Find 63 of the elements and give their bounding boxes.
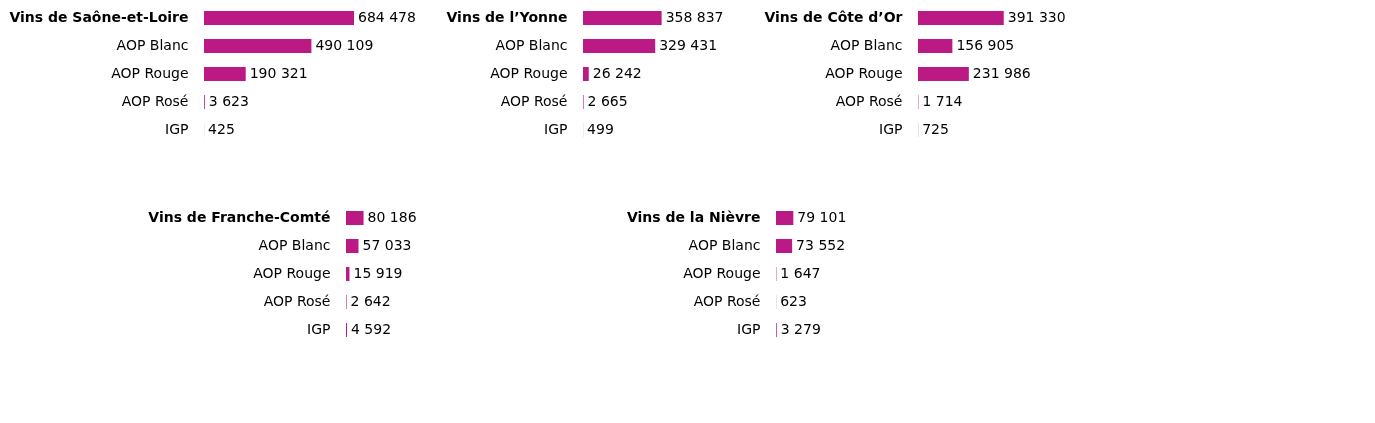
y-tick-label: Vins de Côte d’Or: [764, 9, 903, 25]
bar: [583, 39, 656, 53]
y-tick-label: AOP Rosé: [500, 93, 568, 109]
bar: [918, 67, 969, 81]
y-tick-label: AOP Rosé: [835, 93, 903, 109]
y-tick-label: Vins de l’Yonne: [446, 9, 568, 25]
y-tick-label: IGP: [737, 321, 761, 337]
data-label: 4 592: [351, 321, 392, 337]
data-label: 2 642: [350, 293, 391, 309]
bar: [346, 239, 359, 253]
data-label: 391 330: [1007, 9, 1066, 25]
data-label: 190 321: [249, 65, 308, 81]
data-label: 1 714: [922, 93, 963, 109]
y-tick-label: AOP Blanc: [116, 37, 189, 53]
data-label: 231 986: [972, 65, 1031, 81]
data-label: 1 647: [780, 265, 821, 281]
bar: [346, 211, 364, 225]
y-tick-label: AOP Rouge: [825, 65, 903, 81]
bar: [583, 11, 662, 25]
y-tick-label: AOP Blanc: [688, 237, 761, 253]
y-tick-label: AOP Rosé: [263, 293, 331, 309]
data-label: 57 033: [362, 237, 412, 253]
data-label: 329 431: [659, 37, 718, 53]
y-tick-label: AOP Rosé: [121, 93, 189, 109]
y-tick-label: AOP Rouge: [111, 65, 189, 81]
data-label: 490 109: [315, 37, 374, 53]
y-tick-label: AOP Rouge: [490, 65, 568, 81]
bar: [918, 11, 1004, 25]
data-label: 79 101: [797, 209, 847, 225]
data-label: 725: [922, 121, 949, 137]
y-tick-label: IGP: [165, 121, 189, 137]
y-tick-label: Vins de Franche-Comté: [148, 209, 331, 225]
data-label: 156 905: [956, 37, 1015, 53]
data-label: 499: [587, 121, 614, 137]
data-label: 358 837: [665, 9, 724, 25]
data-label: 15 919: [353, 265, 403, 281]
data-label: 80 186: [367, 209, 417, 225]
y-tick-label: IGP: [879, 121, 903, 137]
bar: [204, 11, 354, 25]
y-tick-label: AOP Rouge: [253, 265, 331, 281]
y-tick-label: IGP: [307, 321, 331, 337]
bar: [918, 39, 953, 53]
y-tick-label: Vins de la Nièvre: [626, 209, 761, 225]
y-tick-label: AOP Blanc: [258, 237, 331, 253]
y-tick-label: Vins de Saône-et-Loire: [9, 9, 189, 25]
data-label: 623: [780, 293, 807, 309]
data-label: 425: [208, 121, 235, 137]
y-tick-label: AOP Rosé: [693, 293, 761, 309]
data-label: 2 665: [587, 93, 628, 109]
data-label: 684 478: [358, 9, 416, 25]
bar: [583, 67, 589, 81]
y-tick-label: AOP Rouge: [683, 265, 761, 281]
bar: [776, 211, 794, 225]
data-label: 3 623: [208, 93, 249, 109]
data-label: 73 552: [796, 237, 846, 253]
bar: [204, 67, 246, 81]
bar: [776, 239, 793, 253]
y-tick-label: IGP: [544, 121, 568, 137]
bar: [204, 39, 312, 53]
data-label: 26 242: [592, 65, 642, 81]
y-tick-label: AOP Blanc: [495, 37, 568, 53]
data-label: 3 279: [780, 321, 821, 337]
y-tick-label: AOP Blanc: [830, 37, 903, 53]
